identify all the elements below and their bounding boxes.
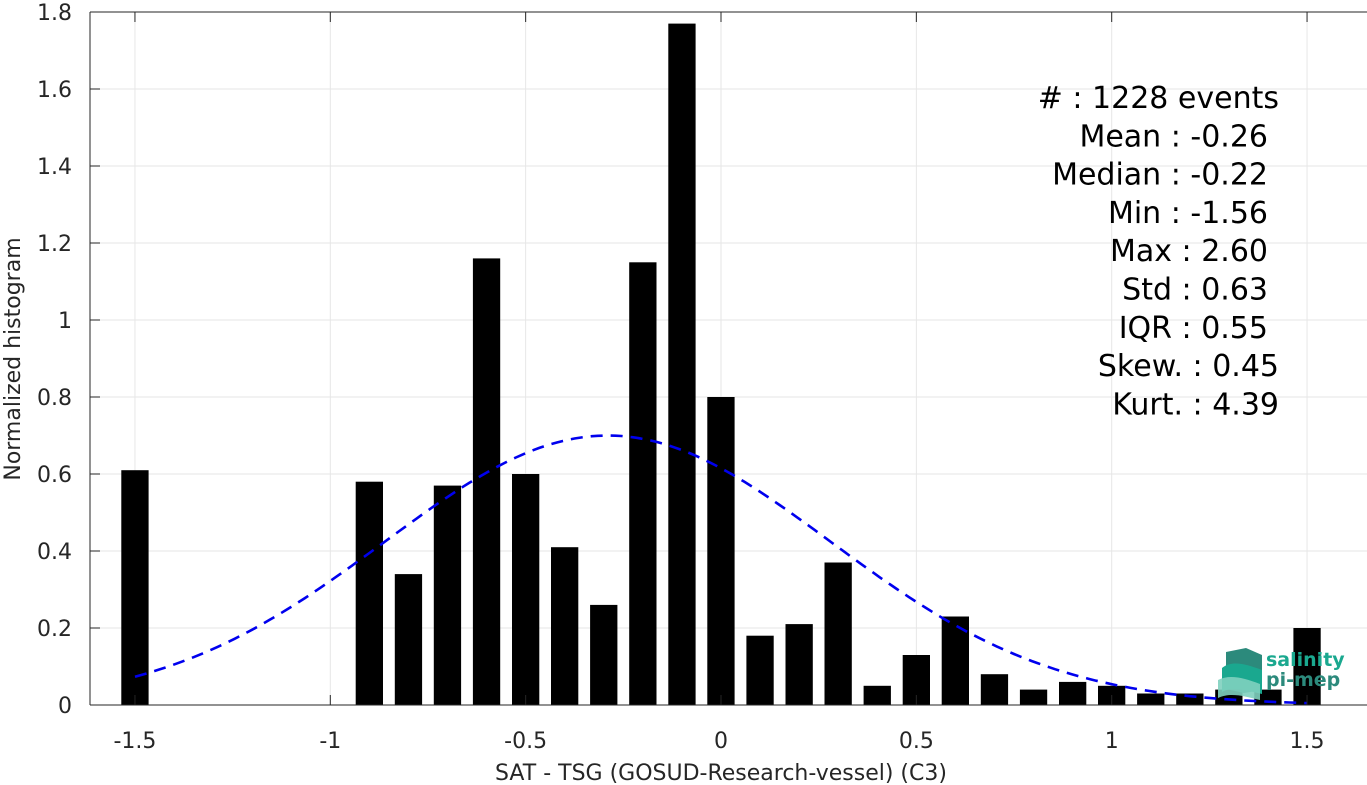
histogram-bar [1293,628,1321,705]
histogram-bar [433,485,462,705]
stats-line: Mean : -0.26 [1079,119,1268,154]
histogram-bar [1137,693,1165,705]
stats-line: Kurt. : 4.39 [1112,387,1279,422]
histogram-bar [1059,681,1087,705]
y-axis-label: Normalized histogram [1,237,26,480]
histogram-bar [590,604,618,705]
y-tick-label: 0.4 [37,540,72,565]
stats-line: Max : 2.60 [1110,234,1268,269]
salinity-pi-mep-logo: salinity pi-mep [1218,648,1345,700]
logo-emblem-icon [1218,648,1262,700]
x-axis-label: SAT - TSG (GOSUD-Research-vessel) (C3) [495,761,947,785]
x-tick-label: 1.5 [1290,729,1325,754]
histogram-bar [1176,693,1204,705]
histogram-bar [863,685,891,706]
y-tick-label: 0.8 [37,386,72,411]
y-tick-label: 1.6 [37,78,72,103]
histogram-bar [824,562,852,705]
gaussian-fit-line [134,434,1308,705]
stats-line: Median : -0.22 [1052,158,1268,193]
y-tick-label: 1.2 [37,232,72,257]
stats-line: Skew. : 0.45 [1098,349,1279,384]
y-tick-label: 1 [58,309,72,334]
stats-line: # : 1228 events [1038,81,1279,116]
histogram-bar [668,23,696,706]
logo-text-salinity: salinity [1266,649,1345,671]
histogram-bar [629,262,657,705]
plot-axes [89,11,1367,706]
stats-line: IQR : 0.55 [1119,311,1268,346]
gaussian-fit-curve [134,434,1308,705]
stats-line: Std : 0.63 [1122,273,1268,308]
histogram-bar [355,481,383,705]
y-tick-label: 1.8 [37,1,72,26]
histogram-bar [512,474,540,705]
y-axis-ticks: 0 0.2 0.4 0.6 0.8 1 1.2 1.4 1.6 1.8 [37,1,100,719]
logo-text-pi-mep: pi-mep [1266,669,1340,691]
y-tick-label: 0.2 [37,617,72,642]
stats-line: Min : -1.56 [1108,196,1268,231]
x-tick-label: -0.5 [504,729,547,754]
y-tick-label: 1.4 [37,155,72,180]
x-tick-label: 0.5 [899,729,934,754]
histogram-bar [1019,689,1048,705]
histogram-bar [121,470,149,705]
x-axis-ticks: -1.5 -1 -0.5 0 0.5 1 1.5 [113,12,1325,754]
histogram-bar [472,258,501,705]
histogram-bar [746,635,774,705]
histogram-bar [707,397,735,705]
histogram-bar [785,624,813,705]
x-tick-label: 1 [1105,729,1119,754]
y-tick-label: 0 [58,694,72,719]
histogram-bar [980,674,1009,705]
histogram-bar [394,574,423,705]
y-tick-label: 0.6 [37,463,72,488]
x-tick-label: 0 [714,729,728,754]
histogram-bars [121,23,1321,706]
x-tick-label: -1 [319,729,341,754]
x-tick-label: -1.5 [113,729,156,754]
histogram-bar [551,547,579,705]
